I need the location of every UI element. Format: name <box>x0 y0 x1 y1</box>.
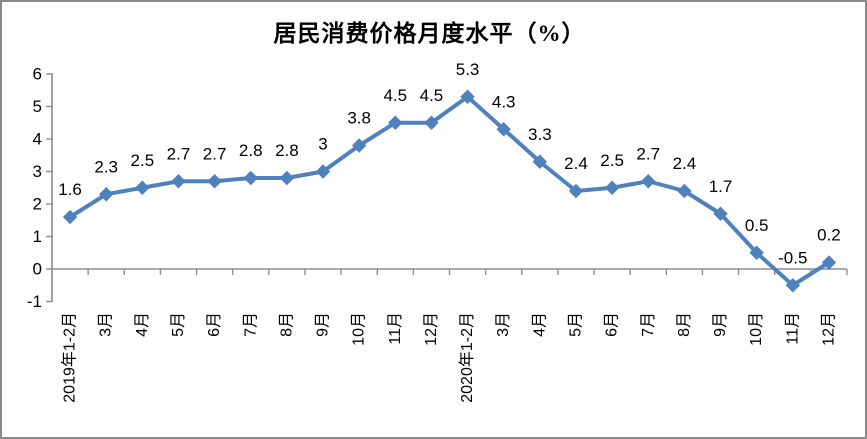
y-tick-label: 3 <box>33 162 42 181</box>
data-point-marker <box>171 174 186 189</box>
x-tick-label: 12月 <box>423 312 440 346</box>
data-point-label: 2.5 <box>131 151 155 170</box>
data-point-label: 2.3 <box>94 157 118 176</box>
data-point-label: 2.4 <box>673 154 697 173</box>
x-tick-label: 7月 <box>242 312 259 337</box>
x-tick-label: 2019年1-2月 <box>61 312 79 403</box>
data-point-marker <box>677 183 692 199</box>
data-point-marker <box>98 187 114 202</box>
data-point-label: 3.3 <box>528 125 552 144</box>
data-point-marker <box>424 115 439 130</box>
x-tick-label: 10月 <box>351 312 368 346</box>
data-point-marker <box>243 170 258 186</box>
data-point-label: 5.3 <box>456 60 480 79</box>
data-point-marker <box>713 206 728 221</box>
data-point-marker <box>641 174 656 189</box>
data-point-label: 2.7 <box>203 144 227 163</box>
data-point-label: 1.7 <box>709 177 733 196</box>
x-tick-label: 7月 <box>640 312 657 337</box>
data-point-marker <box>207 174 222 189</box>
x-tick-label: 3月 <box>98 312 115 337</box>
x-tick-label: 8月 <box>278 312 295 337</box>
data-point-label: 3.8 <box>347 109 371 128</box>
data-point-label: -0.5 <box>778 248 807 267</box>
x-tick-label: 5月 <box>170 312 187 337</box>
y-tick-label: 2 <box>33 195 42 214</box>
data-point-marker <box>785 278 801 293</box>
data-point-marker <box>532 154 548 169</box>
x-tick-label: 11月 <box>784 312 801 345</box>
data-point-marker <box>388 115 403 130</box>
data-point-label: 2.7 <box>636 144 660 163</box>
x-tick-label: 11月 <box>387 312 404 345</box>
data-point-label: 4.5 <box>420 86 444 105</box>
data-point-marker <box>496 122 511 137</box>
x-tick-label: 4月 <box>531 312 548 337</box>
data-point-label: 2.8 <box>239 141 263 160</box>
x-tick-label: 5月 <box>567 312 584 337</box>
y-tick-label: 0 <box>33 260 42 279</box>
data-point-marker <box>135 180 150 195</box>
data-point-marker <box>568 183 584 199</box>
y-tick-label: 1 <box>33 227 42 246</box>
y-tick-label: 4 <box>33 130 42 149</box>
data-point-label: 4.3 <box>492 92 516 111</box>
data-point-label: 0.5 <box>745 216 769 235</box>
data-point-marker <box>62 209 78 225</box>
y-tick-label: 6 <box>33 65 42 84</box>
x-tick-label: 9月 <box>712 312 729 337</box>
data-point-label: 0.2 <box>817 226 841 245</box>
data-point-label: 2.8 <box>275 141 299 160</box>
data-point-marker <box>460 89 475 104</box>
series-line <box>68 94 831 288</box>
data-point-marker <box>279 170 295 186</box>
x-tick-label: 12月 <box>820 312 837 346</box>
data-point-label: 4.5 <box>383 86 407 105</box>
data-point-marker <box>821 255 837 270</box>
x-tick-label: 6月 <box>206 312 223 337</box>
data-point-marker <box>315 164 331 179</box>
x-tick-label: 2020年1-2月 <box>458 312 476 403</box>
data-point-label: 2.7 <box>167 144 191 163</box>
data-point-label: 2.5 <box>600 151 624 170</box>
x-tick-label: 3月 <box>495 312 512 337</box>
data-point-marker <box>604 180 620 195</box>
x-tick-label: 4月 <box>134 312 151 337</box>
y-tick-label: -1 <box>27 292 42 311</box>
x-tick-label: 10月 <box>748 312 765 346</box>
data-point-label: 1.6 <box>58 180 82 199</box>
x-tick-label: 6月 <box>604 312 621 337</box>
x-tick-label: 8月 <box>676 312 693 337</box>
data-point-marker <box>749 245 764 260</box>
data-point-label: 3 <box>318 135 327 154</box>
y-tick-label: 5 <box>33 97 42 116</box>
data-point-label: 2.4 <box>564 154 588 173</box>
x-tick-label: 9月 <box>315 312 332 337</box>
data-point-marker <box>351 138 367 153</box>
